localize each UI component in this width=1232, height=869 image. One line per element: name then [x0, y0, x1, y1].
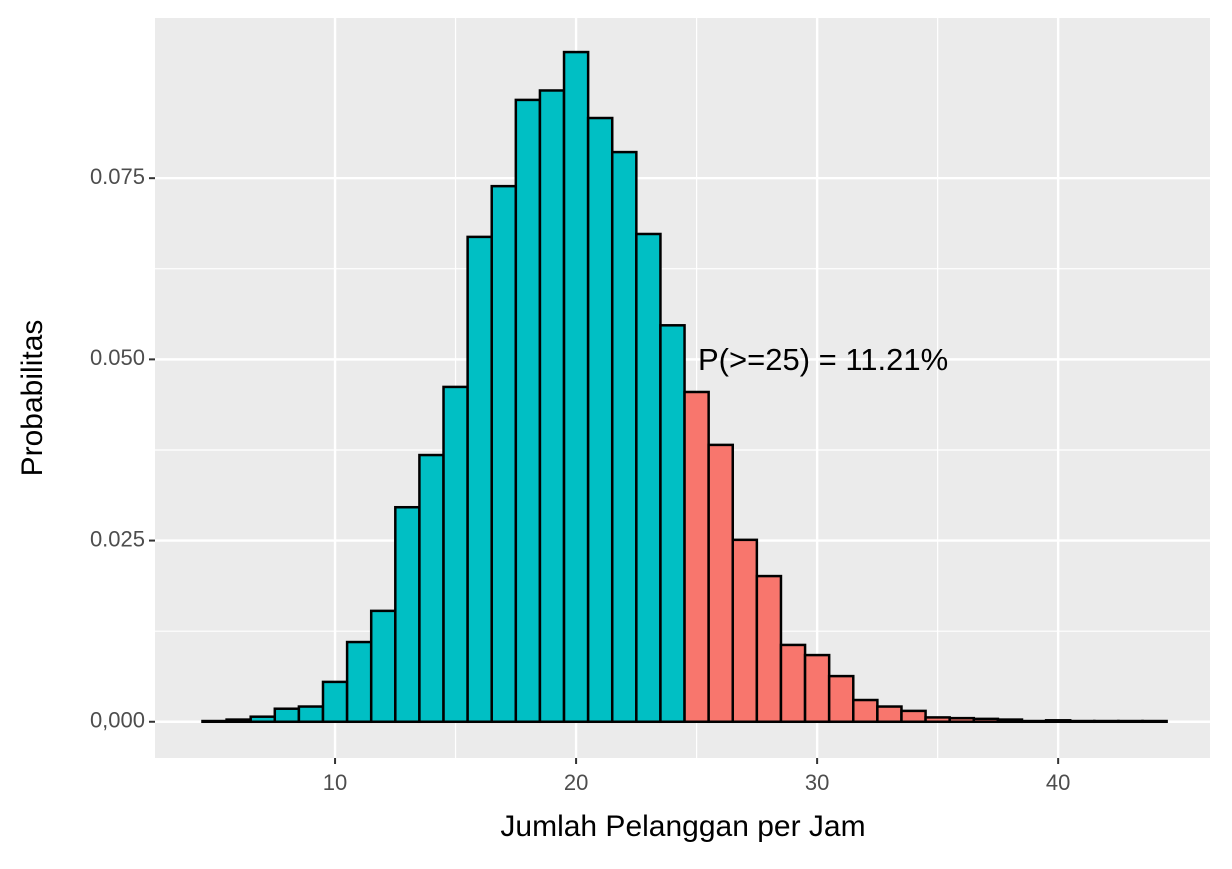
bar — [201, 719, 228, 724]
bar — [442, 385, 469, 724]
bar — [635, 232, 662, 724]
bar — [586, 116, 614, 724]
bar — [852, 698, 879, 724]
bar — [1117, 719, 1144, 724]
y-tick-label: 0.025 — [90, 526, 145, 551]
y-axis-title: Probabilitas — [16, 320, 49, 477]
y-tick-label: 0,000 — [90, 708, 145, 733]
x-tick-label: 30 — [805, 770, 829, 795]
bar — [1068, 719, 1096, 724]
bar — [948, 716, 976, 724]
bar — [900, 709, 927, 724]
bar — [827, 674, 855, 724]
x-tick-label: 10 — [323, 770, 347, 795]
bar — [707, 443, 735, 724]
bar — [972, 717, 1000, 724]
bar — [755, 574, 783, 724]
bar — [996, 718, 1024, 724]
bar — [1044, 719, 1072, 724]
bar — [369, 609, 397, 724]
bar — [225, 718, 252, 724]
bar — [683, 390, 710, 724]
bar — [538, 89, 566, 724]
bar — [514, 98, 542, 724]
bar — [394, 505, 421, 724]
y-tick-label: 0.075 — [90, 164, 145, 189]
bar — [562, 50, 590, 724]
x-axis-title: Jumlah Pelanggan per Jam — [500, 810, 865, 843]
x-tick-label: 40 — [1046, 770, 1070, 795]
bar — [1020, 719, 1048, 724]
bar — [924, 716, 951, 724]
bar — [1141, 719, 1168, 724]
bar — [1093, 719, 1120, 724]
bar — [659, 324, 686, 724]
bar — [803, 653, 831, 724]
bar — [249, 715, 277, 724]
bar — [345, 640, 373, 724]
bars — [201, 50, 1168, 724]
bar — [731, 538, 759, 724]
bar — [779, 643, 807, 724]
y-tick-label: 0.050 — [90, 345, 145, 370]
bar — [418, 453, 445, 724]
bar — [466, 235, 493, 724]
bar — [297, 705, 325, 724]
annotation: P(>=25) = 11.21% — [698, 342, 948, 377]
x-tick-label: 20 — [564, 770, 588, 795]
bar — [876, 705, 903, 724]
bar — [273, 707, 301, 724]
bar — [610, 150, 638, 724]
bar — [490, 184, 518, 724]
bar — [321, 680, 349, 724]
